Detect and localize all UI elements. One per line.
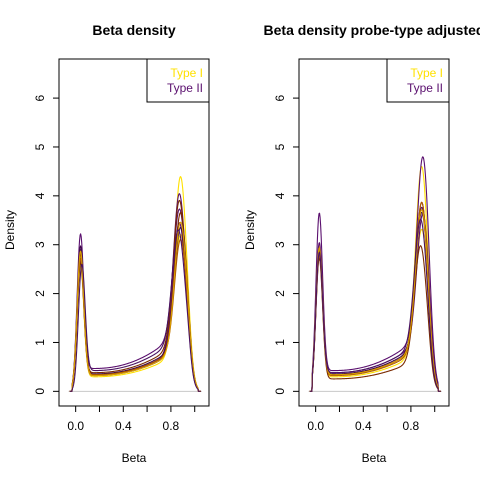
y-axis-label: Density: [3, 210, 17, 250]
density-curve-1: [69, 176, 201, 392]
y-tick-label: 2: [33, 290, 47, 297]
density-curve-11: [69, 229, 201, 392]
legend-entry-label: Type I: [170, 66, 203, 80]
legend-entry-label: Type II: [167, 81, 203, 95]
x-axis-label: Beta: [362, 451, 387, 465]
density-curve-3: [309, 156, 441, 392]
y-tick-label: 6: [273, 94, 287, 101]
density-curve-6: [309, 211, 441, 392]
density-curve-10: [69, 221, 201, 392]
density-curve-6: [69, 226, 201, 392]
x-tick-label: 0.0: [67, 419, 84, 433]
y-tick-label: 6: [33, 94, 47, 101]
chart-title: Beta density probe-type adjusted: [264, 22, 480, 38]
plot-frame: [58, 58, 210, 407]
y-tick-label: 0: [33, 388, 47, 395]
density-curve-11: [309, 218, 441, 392]
x-tick-label: 0.8: [403, 419, 420, 433]
legend-entry-label: Type I: [410, 66, 443, 80]
y-axis-label: Density: [243, 210, 257, 250]
y-tick-label: 5: [33, 143, 47, 150]
x-tick-label: 0.4: [115, 419, 132, 433]
legend-box: [146, 58, 210, 103]
density-curve-4: [69, 208, 201, 392]
y-tick-label: 4: [273, 192, 287, 199]
beta-density-panel: Beta density Beta Density 0.0 0.4 0.8 0 1 2 3 4…: [3, 22, 210, 465]
legend-box: [386, 58, 450, 103]
plot-frame: [298, 58, 450, 407]
y-tick-label: 3: [273, 241, 287, 248]
x-tick-label: 0.8: [163, 419, 180, 433]
density-curve-1: [309, 165, 441, 392]
y-tick-label: 3: [33, 241, 47, 248]
density-curve-8: [309, 245, 441, 392]
density-curve-2: [309, 228, 441, 392]
x-tick-label: 0.0: [307, 419, 324, 433]
y-tick-label: 1: [33, 339, 47, 346]
y-tick-label: 2: [273, 290, 287, 297]
x-axis-label: Beta: [122, 451, 147, 465]
y-tick-label: 4: [33, 192, 47, 199]
beta-density-adjusted-panel: Beta density probe-type adjusted Beta De…: [243, 22, 480, 465]
y-tick-label: 1: [273, 339, 287, 346]
density-curve-9: [309, 201, 441, 392]
y-tick-label: 5: [273, 143, 287, 150]
density-curve-9: [69, 238, 201, 392]
y-tick-label: 0: [273, 388, 287, 395]
chart-title: Beta density: [92, 22, 175, 38]
x-tick-label: 0.4: [355, 419, 372, 433]
density-curve-8: [69, 199, 201, 392]
density-curve-4: [309, 213, 441, 392]
legend-entry-label: Type II: [407, 81, 443, 95]
